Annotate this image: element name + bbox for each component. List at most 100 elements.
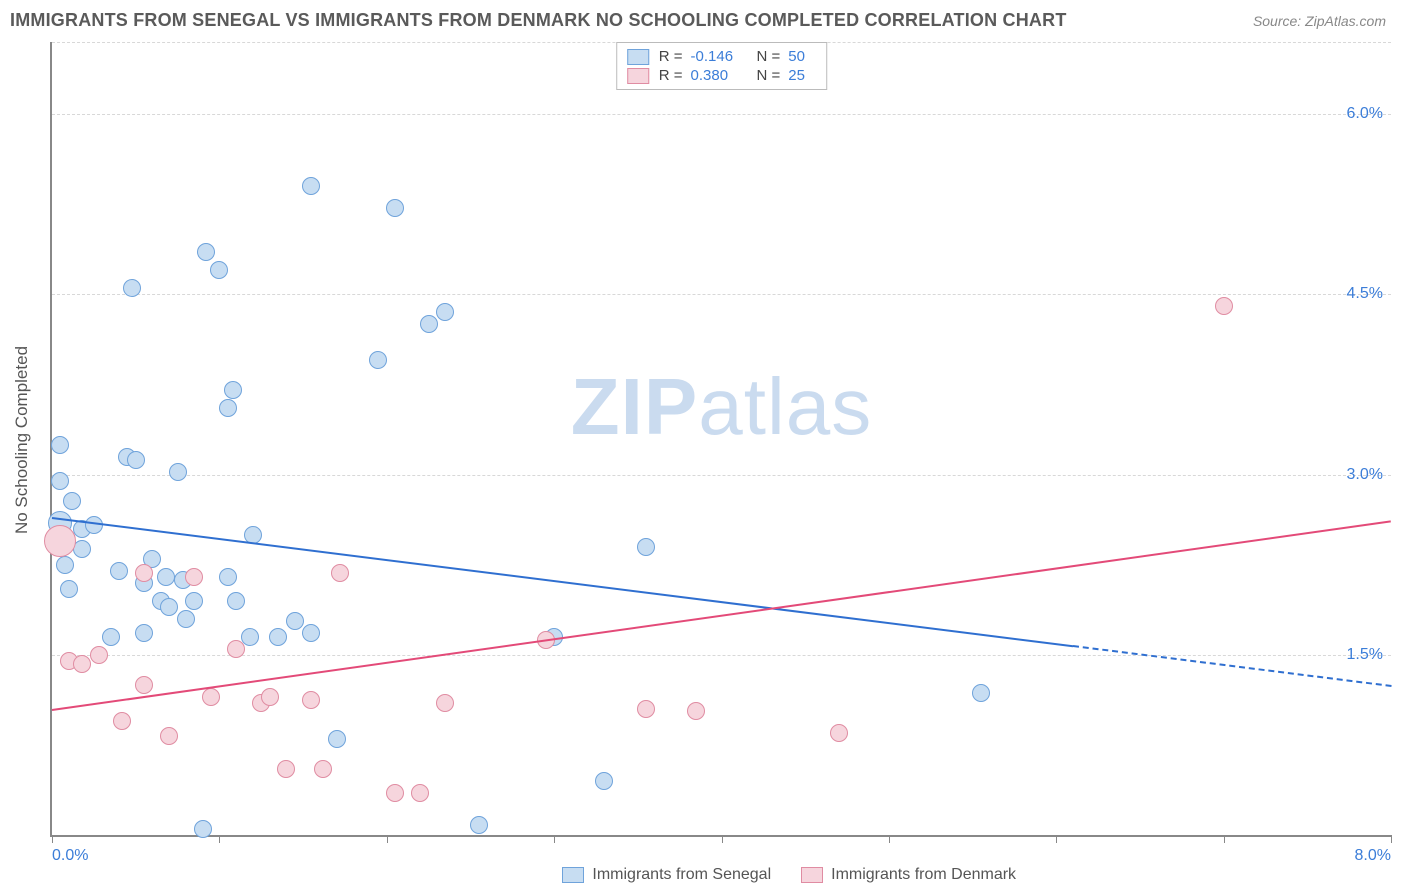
data-point bbox=[177, 610, 195, 628]
x-tick bbox=[889, 835, 890, 843]
data-point bbox=[302, 177, 320, 195]
x-max-label: 8.0% bbox=[1355, 847, 1391, 865]
trend-line bbox=[1073, 645, 1391, 687]
legend-n-value: 50 bbox=[788, 48, 816, 65]
data-point bbox=[411, 784, 429, 802]
data-point bbox=[194, 820, 212, 838]
data-point bbox=[63, 492, 81, 510]
legend-series-item: Immigrants from Denmark bbox=[801, 866, 1016, 884]
data-point bbox=[160, 598, 178, 616]
y-tick-label: 3.0% bbox=[1347, 466, 1383, 484]
data-point bbox=[102, 628, 120, 646]
data-point bbox=[202, 688, 220, 706]
x-tick bbox=[1056, 835, 1057, 843]
data-point bbox=[123, 279, 141, 297]
data-point bbox=[169, 463, 187, 481]
chart-source: Source: ZipAtlas.com bbox=[1253, 13, 1386, 29]
data-point bbox=[830, 724, 848, 742]
legend-n-label: N = bbox=[757, 67, 781, 84]
legend-series-label: Immigrants from Senegal bbox=[592, 866, 771, 884]
watermark: ZIPatlas bbox=[571, 361, 872, 453]
data-point bbox=[127, 451, 145, 469]
data-point bbox=[331, 564, 349, 582]
data-point bbox=[386, 199, 404, 217]
data-point bbox=[160, 727, 178, 745]
x-tick bbox=[554, 835, 555, 843]
data-point bbox=[328, 730, 346, 748]
legend-stats-box: R = -0.146 N = 50 R = 0.380 N = 25 bbox=[616, 42, 828, 90]
gridline bbox=[52, 114, 1391, 115]
legend-swatch bbox=[627, 49, 649, 65]
data-point bbox=[386, 784, 404, 802]
y-axis-title: No Schooling Completed bbox=[12, 345, 32, 533]
data-point bbox=[637, 700, 655, 718]
legend-stat-row: R = 0.380 N = 25 bbox=[627, 66, 817, 85]
data-point bbox=[219, 568, 237, 586]
x-tick bbox=[1224, 835, 1225, 843]
legend-stat-row: R = -0.146 N = 50 bbox=[627, 47, 817, 66]
data-point bbox=[286, 612, 304, 630]
data-point bbox=[110, 562, 128, 580]
gridline bbox=[52, 294, 1391, 295]
data-point bbox=[185, 568, 203, 586]
data-point bbox=[56, 556, 74, 574]
data-point bbox=[227, 640, 245, 658]
data-point bbox=[1215, 297, 1233, 315]
x-tick bbox=[219, 835, 220, 843]
legend-series-label: Immigrants from Denmark bbox=[831, 866, 1016, 884]
x-min-label: 0.0% bbox=[52, 847, 88, 865]
x-tick bbox=[52, 835, 53, 843]
gridline bbox=[52, 655, 1391, 656]
data-point bbox=[135, 624, 153, 642]
chart-header: IMMIGRANTS FROM SENEGAL VS IMMIGRANTS FR… bbox=[0, 0, 1406, 37]
data-point bbox=[60, 580, 78, 598]
data-point bbox=[224, 381, 242, 399]
x-tick bbox=[387, 835, 388, 843]
data-point bbox=[90, 646, 108, 664]
chart-title: IMMIGRANTS FROM SENEGAL VS IMMIGRANTS FR… bbox=[10, 10, 1067, 31]
data-point bbox=[185, 592, 203, 610]
legend-series-item: Immigrants from Senegal bbox=[562, 866, 771, 884]
data-point bbox=[210, 261, 228, 279]
legend-n-value: 25 bbox=[788, 67, 816, 84]
data-point bbox=[436, 303, 454, 321]
data-point bbox=[972, 684, 990, 702]
data-point bbox=[113, 712, 131, 730]
data-point bbox=[44, 525, 76, 557]
legend-r-value: 0.380 bbox=[691, 67, 739, 84]
data-point bbox=[51, 436, 69, 454]
data-point bbox=[135, 564, 153, 582]
legend-swatch bbox=[627, 68, 649, 84]
data-point bbox=[197, 243, 215, 261]
data-point bbox=[277, 760, 295, 778]
legend-r-label: R = bbox=[659, 48, 683, 65]
data-point bbox=[302, 691, 320, 709]
plot-area: ZIPatlas R = -0.146 N = 50 R = 0.380 N = 25 1.5… bbox=[50, 42, 1391, 837]
data-point bbox=[687, 702, 705, 720]
legend-n-label: N = bbox=[757, 48, 781, 65]
legend-r-label: R = bbox=[659, 67, 683, 84]
data-point bbox=[595, 772, 613, 790]
y-tick-label: 4.5% bbox=[1347, 285, 1383, 303]
data-point bbox=[261, 688, 279, 706]
x-tick bbox=[1391, 835, 1392, 843]
legend-r-value: -0.146 bbox=[691, 48, 739, 65]
legend-bottom: Immigrants from Senegal Immigrants from D… bbox=[562, 866, 1016, 884]
y-tick-label: 6.0% bbox=[1347, 105, 1383, 123]
data-point bbox=[302, 624, 320, 642]
x-tick bbox=[722, 835, 723, 843]
trend-line bbox=[52, 520, 1391, 711]
legend-swatch bbox=[801, 867, 823, 883]
data-point bbox=[227, 592, 245, 610]
y-tick-label: 1.5% bbox=[1347, 646, 1383, 664]
chart-container: ZIPatlas R = -0.146 N = 50 R = 0.380 N = 25 1.5… bbox=[50, 42, 1391, 837]
legend-swatch bbox=[562, 867, 584, 883]
data-point bbox=[420, 315, 438, 333]
data-point bbox=[436, 694, 454, 712]
data-point bbox=[51, 472, 69, 490]
data-point bbox=[369, 351, 387, 369]
data-point bbox=[219, 399, 237, 417]
data-point bbox=[269, 628, 287, 646]
data-point bbox=[157, 568, 175, 586]
data-point bbox=[73, 655, 91, 673]
